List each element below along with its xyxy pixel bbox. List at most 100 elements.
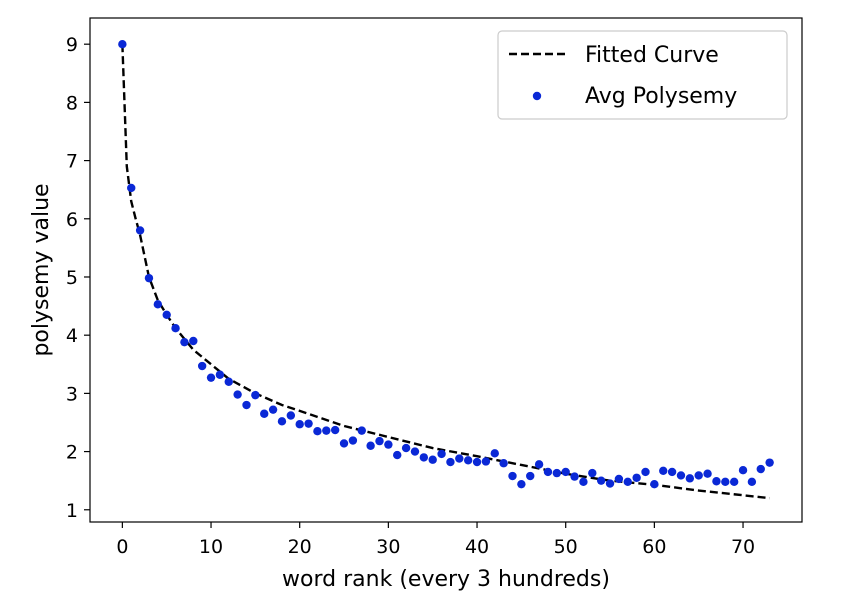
- avg-polysemy-point: [428, 455, 437, 464]
- avg-polysemy-point: [721, 477, 730, 487]
- x-tick-label: 70: [731, 536, 755, 558]
- avg-polysemy-point: [366, 441, 375, 450]
- x-tick-label: 10: [199, 536, 223, 558]
- avg-polysemy-point: [472, 457, 482, 467]
- avg-polysemy-point: [596, 476, 606, 485]
- y-tick-label: 8: [66, 92, 78, 114]
- avg-polysemy-point: [623, 477, 632, 487]
- avg-polysemy-point: [481, 457, 491, 466]
- avg-polysemy-point: [144, 273, 154, 283]
- plot-area: [118, 39, 774, 500]
- avg-polysemy-point: [357, 426, 366, 435]
- avg-polysemy-point: [579, 477, 588, 487]
- x-tick-label: 40: [465, 536, 489, 558]
- y-tick-label: 7: [66, 151, 78, 173]
- avg-polysemy-point: [685, 474, 695, 483]
- avg-polysemy-point: [552, 468, 562, 478]
- y-axis-ticks: 1 2 3 4 5 6 7 8 9: [66, 34, 90, 522]
- avg-polysemy-point: [747, 477, 757, 487]
- avg-polysemy-point: [712, 477, 721, 486]
- avg-polysemy-point: [446, 457, 455, 467]
- avg-polysemy-point: [215, 370, 225, 379]
- avg-polysemy-point: [561, 467, 570, 477]
- avg-polysemy-point: [729, 477, 739, 487]
- avg-polysemy-point: [756, 464, 765, 474]
- avg-polysemy-point: [534, 460, 544, 469]
- x-tick-label: 0: [116, 536, 128, 558]
- avg-polysemy-point: [304, 419, 313, 428]
- avg-polysemy-point: [286, 411, 296, 420]
- y-tick-label: 4: [66, 325, 78, 347]
- y-axis-label: polysemy value: [29, 183, 54, 356]
- legend: Fitted Curve Avg Polysemy: [497, 30, 788, 120]
- avg-polysemy-point: [401, 443, 411, 453]
- avg-polysemy-point: [543, 467, 553, 477]
- avg-polysemy-point: [251, 390, 260, 400]
- avg-polysemy-point: [197, 361, 207, 371]
- avg-polysemy-point: [419, 453, 429, 462]
- avg-polysemy-point: [313, 427, 322, 436]
- avg-polysemy-point: [632, 473, 641, 482]
- y-tick-label: 1: [66, 500, 78, 522]
- avg-polysemy-point: [676, 471, 686, 480]
- avg-polysemy-point: [348, 436, 358, 445]
- y-tick-label: 9: [66, 34, 78, 56]
- avg-polysemy-point: [153, 300, 163, 309]
- avg-polysemy-point: [570, 472, 579, 481]
- avg-polysemy-point: [260, 409, 269, 418]
- avg-polysemy-point: [490, 449, 499, 458]
- avg-polysemy-point: [641, 467, 650, 477]
- avg-polysemy-point: [694, 471, 703, 480]
- avg-polysemy-point: [659, 466, 668, 475]
- avg-polysemy-point: [242, 400, 251, 410]
- avg-polysemy-point: [437, 449, 446, 459]
- legend-entry-fitted-curve: Fitted Curve: [585, 43, 719, 68]
- avg-polysemy-point: [224, 377, 233, 386]
- legend-entry-avg-polysemy: Avg Polysemy: [585, 84, 737, 109]
- avg-polysemy-point: [339, 439, 349, 448]
- axes-border: [89, 17, 803, 523]
- avg-polysemy-point: [455, 454, 464, 463]
- avg-polysemy-point: [410, 447, 420, 456]
- avg-polysemy-point: [384, 440, 393, 449]
- legend-avg-polysemy-swatch: [532, 91, 542, 101]
- avg-polysemy-point: [614, 474, 624, 484]
- avg-polysemy-point: [233, 390, 242, 399]
- legend-box: [497, 30, 788, 120]
- x-tick-label: 30: [376, 536, 400, 558]
- avg-polysemy-point: [268, 405, 278, 414]
- avg-polysemy-point: [189, 336, 198, 346]
- y-tick-label: 5: [66, 267, 78, 289]
- y-tick-label: 2: [66, 442, 78, 464]
- avg-polysemy-point: [508, 471, 517, 481]
- avg-polysemy-point: [650, 479, 659, 489]
- avg-polysemy-point: [277, 417, 287, 426]
- avg-polysemy-point: [162, 310, 171, 320]
- plot-frame: [89, 17, 803, 523]
- avg-polysemy-point: [206, 373, 216, 382]
- avg-polysemy-point: [393, 450, 402, 460]
- y-tick-label: 6: [66, 209, 78, 231]
- x-tick-label: 50: [554, 536, 578, 558]
- avg-polysemy-point: [738, 466, 748, 475]
- avg-polysemy-point: [375, 436, 384, 446]
- x-axis-label: word rank (every 3 hundreds): [282, 567, 610, 592]
- y-tick-label: 3: [66, 383, 78, 405]
- avg-polysemy-point: [517, 479, 526, 489]
- avg-polysemy-point: [118, 39, 127, 49]
- avg-polysemy-point: [135, 226, 145, 235]
- avg-polysemy-point: [499, 459, 508, 468]
- avg-polysemy-point: [703, 469, 712, 478]
- avg-polysemy-point: [588, 468, 597, 478]
- avg-polysemy-point: [765, 458, 774, 467]
- avg-polysemy-point: [180, 337, 189, 347]
- avg-polysemy-point: [322, 426, 331, 435]
- avg-polysemy-point: [127, 183, 136, 193]
- avg-polysemy-point: [171, 324, 180, 333]
- avg-polysemy-point: [667, 467, 677, 477]
- x-tick-label: 60: [642, 536, 666, 558]
- avg-polysemy-point: [526, 471, 535, 481]
- x-tick-label: 20: [288, 536, 312, 558]
- x-axis-ticks: 0 10 20 30 40 50 60 70: [116, 522, 755, 558]
